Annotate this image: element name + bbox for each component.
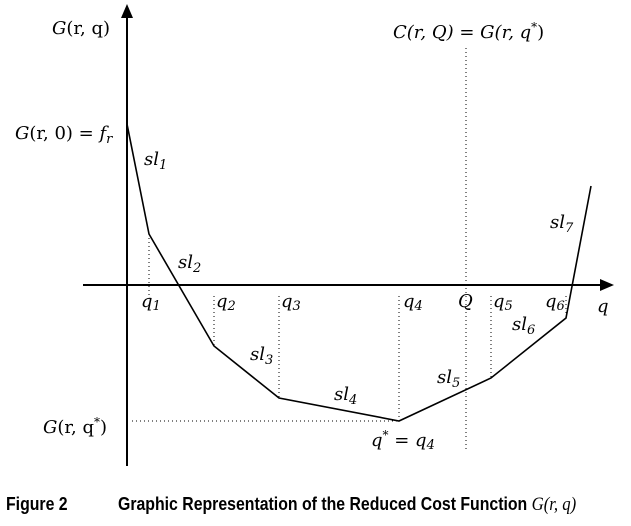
x-axis-label: q bbox=[597, 296, 609, 317]
x-axis-arrow bbox=[600, 279, 614, 291]
slope-label: sl4 bbox=[334, 384, 357, 408]
slope-label: sl1 bbox=[144, 149, 167, 173]
optimum-label: q* = q4 bbox=[371, 428, 435, 453]
slope-label: sl7 bbox=[550, 212, 574, 236]
breakpoint-label: q3 bbox=[281, 291, 301, 314]
y-axis-label: G(r, q) bbox=[52, 18, 110, 39]
slope-label: sl2 bbox=[178, 252, 201, 276]
top-equation: C(r, Q) = G(r, q*) bbox=[393, 20, 544, 43]
breakpoint-label: q1 bbox=[141, 291, 161, 314]
figure-caption: Figure 2 Graphic Representation of the Re… bbox=[6, 494, 631, 516]
intercept-label: G(r, 0) = fr bbox=[15, 123, 113, 147]
slope-label: sl6 bbox=[512, 314, 535, 338]
breakpoint-label: q6 bbox=[545, 291, 565, 314]
breakpoint-label: q2 bbox=[216, 291, 236, 314]
breakpoint-label: q5 bbox=[493, 291, 513, 314]
caption-text: Graphic Representation of the Reduced Co… bbox=[118, 494, 577, 515]
cost-function-diagram: G(r, q) q G(r, 0) = fr G(r, q*) C(r, Q) … bbox=[15, 4, 614, 466]
min-value-label: G(r, q*) bbox=[43, 415, 107, 438]
caption-label: Figure 2 bbox=[6, 494, 68, 514]
breakpoint-label: Q bbox=[458, 291, 473, 312]
y-axis-arrow bbox=[121, 4, 133, 18]
cost-curve bbox=[126, 123, 592, 422]
breakpoint-label: q4 bbox=[403, 291, 423, 314]
caption-function: G(r, q) bbox=[531, 494, 577, 515]
slope-label: sl3 bbox=[250, 344, 273, 368]
slope-label: sl5 bbox=[437, 367, 460, 391]
